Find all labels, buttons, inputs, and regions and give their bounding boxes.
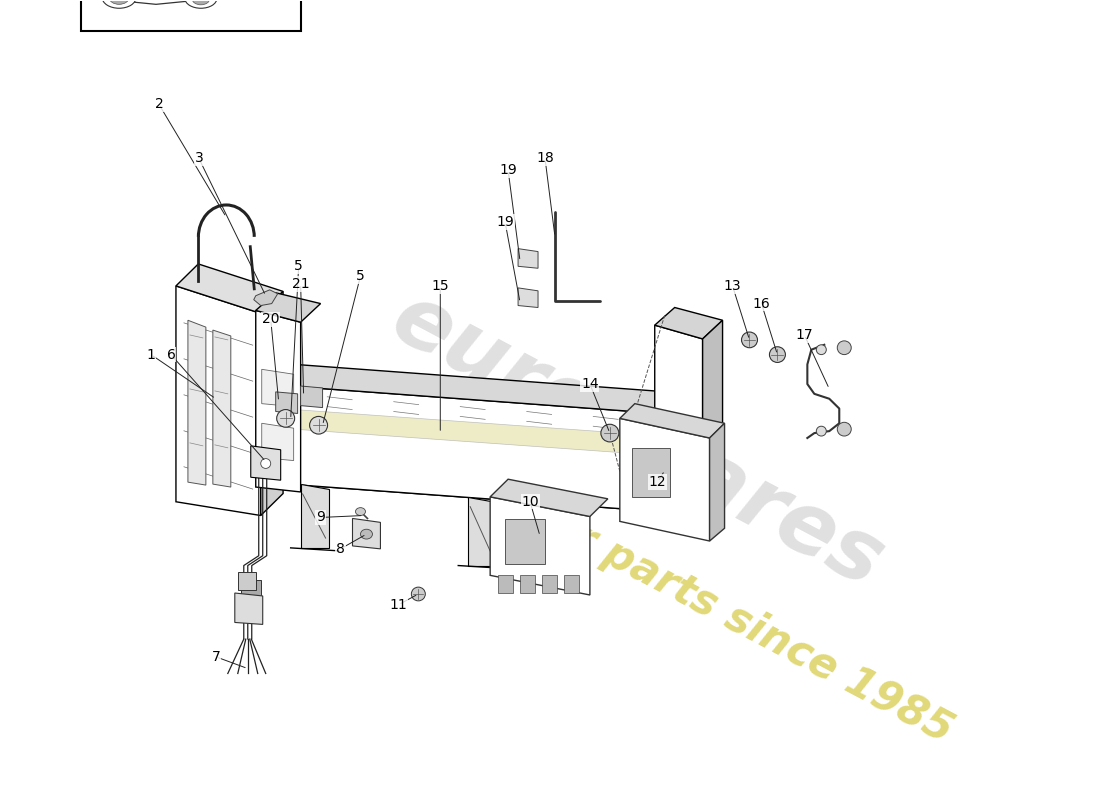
Bar (631, 448, 670, 497)
Polygon shape (654, 307, 723, 339)
Bar (81, 0, 300, 31)
Ellipse shape (361, 530, 373, 539)
Circle shape (741, 332, 758, 348)
Circle shape (837, 341, 851, 354)
Circle shape (837, 422, 851, 436)
Text: 16: 16 (752, 297, 770, 310)
Polygon shape (518, 249, 538, 268)
Text: a passion for parts since 1985: a passion for parts since 1985 (316, 382, 960, 751)
Text: 19: 19 (496, 215, 514, 229)
Text: 11: 11 (389, 598, 407, 612)
Polygon shape (255, 293, 320, 322)
Polygon shape (255, 310, 300, 492)
Polygon shape (710, 423, 725, 541)
Circle shape (411, 587, 426, 601)
Polygon shape (352, 518, 381, 549)
Text: 17: 17 (795, 328, 813, 342)
Polygon shape (254, 290, 277, 306)
Polygon shape (261, 462, 681, 511)
Polygon shape (703, 320, 723, 521)
Polygon shape (276, 392, 298, 414)
Bar (238, 573, 255, 590)
Text: 10: 10 (521, 494, 539, 509)
Circle shape (601, 424, 619, 442)
Polygon shape (251, 446, 280, 480)
Ellipse shape (109, 0, 129, 4)
Text: 3: 3 (195, 151, 204, 166)
Text: 7: 7 (211, 650, 220, 664)
Polygon shape (491, 497, 590, 595)
Ellipse shape (191, 0, 210, 5)
Text: 14: 14 (581, 377, 598, 391)
Text: 12: 12 (649, 475, 667, 489)
Circle shape (277, 410, 295, 427)
Bar (520, 575, 535, 593)
Polygon shape (280, 409, 650, 454)
Circle shape (769, 346, 785, 362)
Ellipse shape (102, 0, 136, 8)
Text: 15: 15 (431, 279, 449, 293)
Ellipse shape (816, 426, 826, 436)
Polygon shape (300, 484, 329, 548)
Polygon shape (261, 384, 660, 511)
Polygon shape (518, 288, 538, 307)
Text: 21: 21 (292, 277, 309, 291)
Bar (498, 575, 513, 593)
Polygon shape (234, 593, 263, 625)
Polygon shape (654, 325, 703, 521)
Ellipse shape (261, 458, 271, 469)
Bar (505, 519, 544, 563)
Text: 8: 8 (337, 542, 345, 556)
Text: 5: 5 (356, 269, 365, 283)
Text: 20: 20 (262, 312, 279, 326)
Text: 13: 13 (724, 279, 741, 293)
Circle shape (309, 417, 328, 434)
Bar (241, 580, 261, 605)
Polygon shape (188, 320, 206, 485)
Ellipse shape (185, 0, 217, 8)
Ellipse shape (816, 345, 826, 354)
Polygon shape (619, 404, 725, 438)
Text: 18: 18 (536, 151, 554, 166)
Bar (542, 575, 557, 593)
Polygon shape (300, 386, 322, 407)
Polygon shape (469, 497, 496, 566)
Polygon shape (262, 423, 294, 461)
Polygon shape (176, 286, 261, 515)
Polygon shape (491, 479, 608, 517)
Polygon shape (262, 370, 294, 406)
Text: 6: 6 (166, 347, 175, 362)
Text: eurospares: eurospares (378, 277, 898, 606)
Polygon shape (176, 264, 283, 314)
Polygon shape (213, 330, 231, 487)
Text: 2: 2 (155, 98, 164, 111)
Text: 5: 5 (295, 259, 302, 274)
Text: 19: 19 (499, 163, 517, 177)
Bar (564, 575, 579, 593)
Ellipse shape (355, 508, 365, 515)
Polygon shape (619, 418, 710, 541)
Polygon shape (261, 363, 681, 414)
Text: 9: 9 (316, 510, 324, 525)
Text: 1: 1 (146, 347, 155, 362)
Polygon shape (261, 291, 283, 515)
